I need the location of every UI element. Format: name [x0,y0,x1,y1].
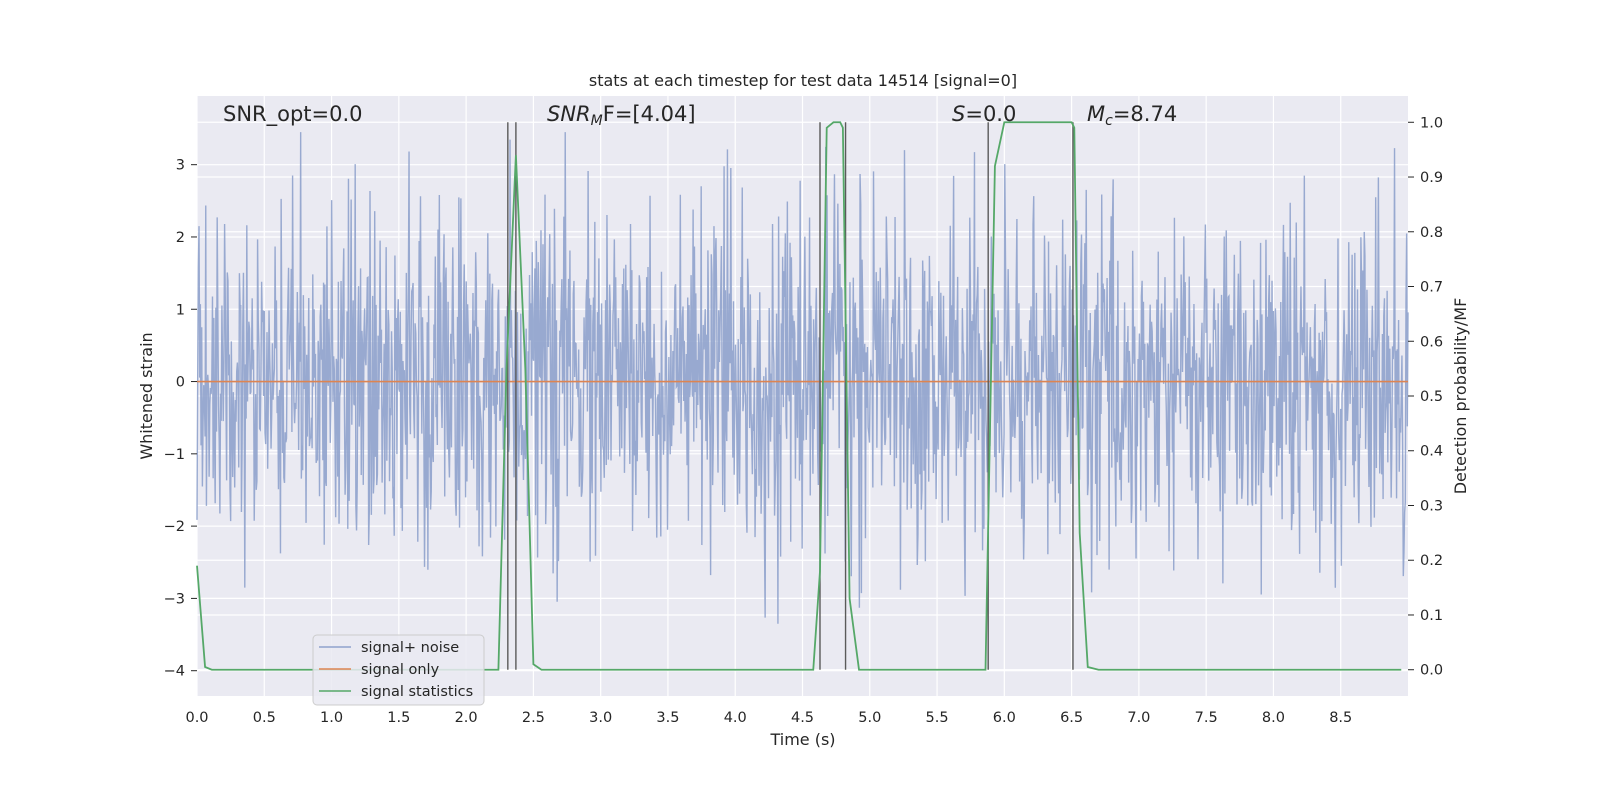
x-tick-label: 0.0 [185,710,208,726]
y-tick-label: 1 [176,302,185,318]
y-tick-label: −3 [164,591,185,607]
y2-tick-label: 0.8 [1420,225,1443,241]
y-tick-label: −4 [164,664,185,680]
y-tick-label: 0 [176,375,185,391]
annotation-snr-mf: SNRMF=[4.04] [547,102,696,129]
y-tick-labels: 3 2 1 0 −1 −2 −3 −4 [164,158,197,680]
y2-tick-label: 0.1 [1420,608,1443,624]
y2-tick-labels: 1.0 0.9 0.8 0.7 0.6 0.5 0.4 0.3 0.2 0.1 0.0 [1408,115,1443,679]
x-tick-label: 5.0 [858,710,881,726]
x-tick-label: 4.5 [791,710,814,726]
y2-tick-label: 1.0 [1420,115,1443,131]
x-tick-label: 1.5 [387,710,410,726]
y2-tick-label: 0.2 [1420,553,1443,569]
x-tick-label: 6.5 [1060,710,1083,726]
x-tick-labels: 0.0 0.5 1.0 1.5 2.0 2.5 3.0 3.5 4.0 4.5 5.0 5.5 6.0 6… [185,710,1352,726]
y2-tick-label: 0.0 [1420,663,1443,679]
annotation-snr-mf-value: F=[4.04] [603,102,696,126]
legend-label-signal-noise: signal+ noise [361,640,459,656]
y2-axis-label: Detection probability/MF [1451,298,1470,495]
annotation-s-symbol: S [952,102,965,126]
x-tick-label: 5.5 [926,710,949,726]
legend-label-signal-only: signal only [361,662,440,678]
x-tick-label: 2.5 [522,710,545,726]
y2-tick-label: 0.3 [1420,498,1443,514]
x-tick-label: 6.0 [993,710,1016,726]
y2-tick-label: 0.9 [1420,170,1443,186]
y-axis-label: Whitened strain [137,332,156,459]
x-tick-label: 7.0 [1127,710,1150,726]
annotation-mc: Mc=8.74 [1087,102,1177,129]
x-tick-label: 2.0 [455,710,478,726]
x-tick-label: 1.0 [320,710,343,726]
x-tick-label: 8.5 [1329,710,1352,726]
y2-tick-label: 0.6 [1420,334,1443,350]
signal-noise-line [196,132,1409,624]
y-tick-label: 2 [176,230,185,246]
y2-gridlines [197,121,1408,671]
y-tick-label: −1 [164,447,185,463]
annotation-snr-mf-symbol: SNR [547,102,591,126]
annotation-snr-mf-subscript: M [591,113,603,129]
annotation-mc-subscript: c [1105,113,1113,129]
y2-tick-label: 0.5 [1420,389,1443,405]
x-axis-label: Time (s) [769,730,835,749]
annotation-mc-value: =8.74 [1113,102,1177,126]
legend: signal+ noise signal only signal statist… [312,634,485,706]
x-tick-label: 8.0 [1262,710,1285,726]
legend-label-signal-statistics: signal statistics [361,684,473,700]
x-tick-label: 3.0 [589,710,612,726]
x-tick-label: 7.5 [1195,710,1218,726]
annotation-snr-opt: SNR_opt=0.0 [223,102,363,127]
annotation-mc-symbol: M [1087,102,1105,126]
legend-box [312,634,485,706]
annotation-s-value: =0.0 [965,102,1016,126]
y2-tick-label: 0.4 [1420,444,1443,460]
y-tick-label: −2 [164,519,185,535]
x-tick-label: 0.5 [253,710,276,726]
x-tick-label: 3.5 [656,710,679,726]
x-tick-label: 4.0 [724,710,747,726]
y-tick-label: 3 [176,158,185,174]
chart-title: stats at each timestep for test data 145… [589,71,1017,90]
series-signal-noise [196,132,1409,624]
annotation-s: S=0.0 [952,102,1016,126]
y2-tick-label: 0.7 [1420,280,1443,296]
